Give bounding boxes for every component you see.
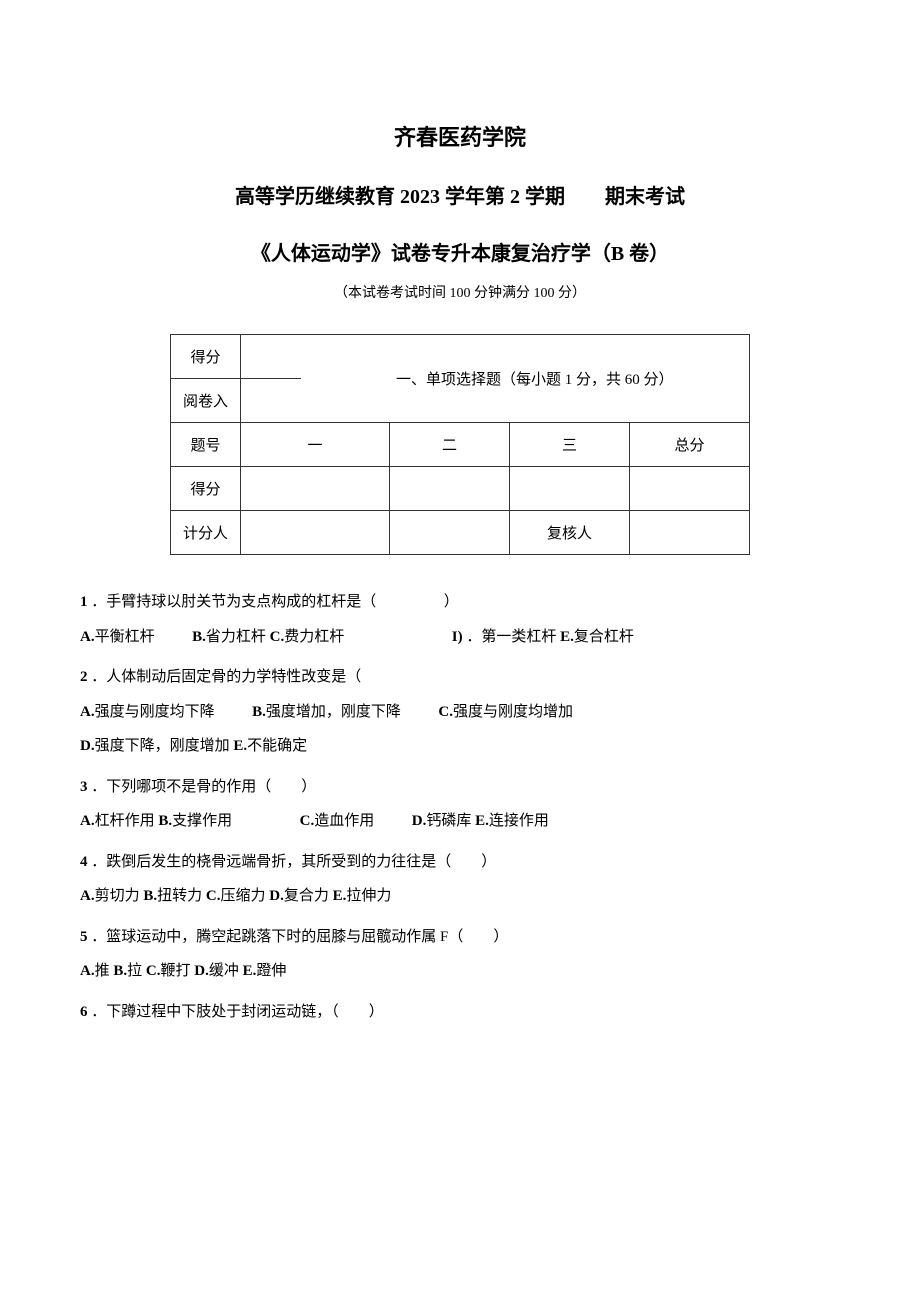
q1-optE: 复合杠杆	[574, 629, 634, 645]
q5-num: 5	[80, 929, 88, 945]
q1-blank: ）	[444, 594, 459, 610]
q3-options: A.杠杆作用 B.支撑作用 C.造血作用 D.钙磷库 E.连接作用	[80, 804, 840, 839]
q2-optE: 不能确定	[247, 738, 307, 754]
row-score-label: 得分	[171, 467, 241, 511]
q4-optB: 扭转力	[157, 888, 202, 904]
q5-optD: 缓冲	[209, 963, 239, 979]
institution-title: 齐春医药学院	[80, 120, 840, 152]
q4-optC: 压缩力	[220, 888, 265, 904]
row-score-2	[390, 467, 510, 511]
section-title: 一、单项选择题（每小题 1 分，共 60 分）	[301, 335, 750, 423]
row-score-3	[510, 467, 630, 511]
row-scorer-blank2	[390, 511, 510, 555]
q1-optA: 平衡杠杆	[95, 629, 155, 645]
question-2: 2 ．人体制动后固定骨的力学特性改变是（	[80, 660, 840, 695]
q5-options: A.推 B.拉 C.鞭打 D.缓冲 E.蹬伸	[80, 954, 840, 989]
question-6: 6 ．下蹲过程中下肢处于封闭运动链，（ ）	[80, 995, 840, 1030]
reviewer-label-cell: 阅卷入	[171, 379, 241, 423]
question-5: 5 ．篮球运动中，腾空起跳落下时的屈膝与屈髋动作属 F（ ）	[80, 920, 840, 955]
q2-num: 2	[80, 669, 88, 685]
q3-optE: 连接作用	[489, 813, 549, 829]
reviewer-blank-cell	[241, 379, 301, 423]
col-part-2: 二	[390, 423, 510, 467]
q4-optA: 剪切力	[95, 888, 140, 904]
q2-optD: 强度下降，刚度增加	[95, 738, 230, 754]
row-scorer-blank1	[241, 511, 390, 555]
q5-optB: 拉	[127, 963, 142, 979]
q4-optE: 拉伸力	[346, 888, 391, 904]
q3-num: 3	[80, 779, 88, 795]
q2-options-line1: A.强度与刚度均下降 B.强度增加，刚度下降 C.强度与刚度均增加	[80, 695, 840, 730]
q3-optA: 杠杆作用	[95, 813, 155, 829]
q1-optC: 费力杠杆	[284, 629, 344, 645]
score-label-cell: 得分	[171, 335, 241, 379]
q1-optB: 省力杠杆	[206, 629, 266, 645]
question-3: 3 ．下列哪项不是骨的作用（ ）	[80, 770, 840, 805]
q5-text: ．篮球运动中，腾空起跳落下时的屈膝与屈髋动作属 F（ ）	[91, 929, 508, 945]
q4-text: ．跌倒后发生的桡骨远端骨折，其所受到的力往往是（ ）	[91, 854, 496, 870]
subtitle-suffix: 期末考试	[605, 186, 685, 208]
q3-text: ．下列哪项不是骨的作用（ ）	[91, 779, 316, 795]
score-blank-cell	[241, 335, 301, 379]
q4-options: A.剪切力 B.扭转力 C.压缩力 D.复合力 E.拉伸力	[80, 879, 840, 914]
row-scorer-label: 计分人	[171, 511, 241, 555]
row-score-1	[241, 467, 390, 511]
q5-optA: 推	[95, 963, 110, 979]
row-score-total	[630, 467, 750, 511]
score-table: 得分 一、单项选择题（每小题 1 分，共 60 分） 阅卷入 题号 一 二 三 …	[170, 334, 750, 555]
q1-text: ．手臂持球以肘关节为支点构成的杠杆是（	[91, 594, 376, 610]
exam-subtitle: 高等学历继续教育 2023 学年第 2 学期 期末考试	[80, 180, 840, 209]
q2-text: ．人体制动后固定骨的力学特性改变是（	[91, 669, 361, 685]
col-part-3: 三	[510, 423, 630, 467]
col-part-1: 一	[241, 423, 390, 467]
q3-optD: 钙磷库	[426, 813, 471, 829]
exam-paper-title: 《人体运动学》试卷专升本康复治疗学（B 卷）	[80, 237, 840, 266]
q2-optB: 强度增加，刚度下降	[266, 704, 401, 720]
col-header-num: 题号	[171, 423, 241, 467]
exam-info: （本试卷考试时间 100 分钟满分 100 分）	[80, 282, 840, 302]
q1-optD-label: I)	[452, 629, 463, 645]
q2-options-line2: D.强度下降，刚度增加 E.不能确定	[80, 729, 840, 764]
q4-num: 4	[80, 854, 88, 870]
q2-optA: 强度与刚度均下降	[95, 704, 215, 720]
q4-optD: 复合力	[284, 888, 329, 904]
q5-optC: 鞭打	[160, 963, 190, 979]
q3-optB: 支撑作用	[172, 813, 232, 829]
q2-optC: 强度与刚度均增加	[453, 704, 573, 720]
q1-num: 1	[80, 594, 88, 610]
q6-text: ．下蹲过程中下肢处于封闭运动链，（ ）	[91, 1004, 384, 1020]
row-checker-blank	[630, 511, 750, 555]
q3-optC: 造血作用	[314, 813, 374, 829]
q1-options: A.平衡杠杆 B.省力杠杆 C.费力杠杆 I) ．第一类杠杆 E.复合杠杆	[80, 620, 840, 655]
q5-optE: 蹬伸	[256, 963, 286, 979]
col-total: 总分	[630, 423, 750, 467]
question-4: 4 ．跌倒后发生的桡骨远端骨折，其所受到的力往往是（ ）	[80, 845, 840, 880]
row-checker-label: 复核人	[510, 511, 630, 555]
question-1: 1 ．手臂持球以肘关节为支点构成的杠杆是（ ）	[80, 585, 840, 620]
q6-num: 6	[80, 1004, 88, 1020]
q1-optD: ．第一类杠杆	[466, 629, 556, 645]
subtitle-prefix: 高等学历继续教育 2023 学年第 2 学期	[235, 186, 565, 208]
